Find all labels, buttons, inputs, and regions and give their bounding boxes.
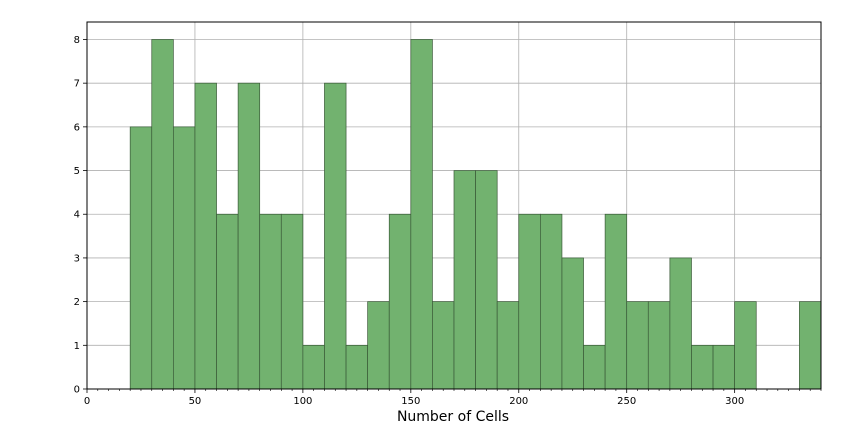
x-tick-label: 50 xyxy=(189,396,202,407)
tick-labels: 0 50 100 150 200 250 300 0 1 2 3 4 5 6 7 8 xyxy=(74,35,745,407)
histogram-bar xyxy=(626,301,649,390)
histogram-bar xyxy=(475,170,498,390)
histogram-bar xyxy=(518,213,541,390)
y-tick-label: 5 xyxy=(74,166,80,177)
histogram-bar xyxy=(647,301,671,390)
histogram-bar xyxy=(345,344,368,390)
histogram-bar xyxy=(388,213,412,390)
y-tick-label: 0 xyxy=(74,385,80,396)
histogram-bar xyxy=(496,301,520,390)
histogram-bar xyxy=(302,344,325,390)
histogram-bar xyxy=(540,213,563,390)
histogram-bar xyxy=(561,257,584,390)
histogram-bar xyxy=(604,213,628,390)
x-tick-label: 250 xyxy=(617,396,636,407)
y-tick-label: 2 xyxy=(74,297,80,308)
histogram-bar xyxy=(799,301,822,390)
y-tick-label: 3 xyxy=(74,253,80,264)
histogram-bar xyxy=(583,344,606,390)
axes xyxy=(83,21,822,393)
histogram-bar xyxy=(367,301,390,390)
histogram-bar xyxy=(410,39,433,390)
histogram-bar xyxy=(259,213,282,390)
y-tick-label: 7 xyxy=(74,79,80,90)
y-tick-label: 6 xyxy=(74,122,80,133)
histogram-bar xyxy=(173,126,196,390)
x-tick-label: 0 xyxy=(84,396,90,407)
histogram-bar xyxy=(280,213,304,390)
histogram-bar xyxy=(324,82,347,390)
y-tick-label: 1 xyxy=(74,341,80,352)
histogram-bar xyxy=(734,301,757,390)
x-tick-label: 150 xyxy=(401,396,420,407)
histogram-bars xyxy=(129,39,822,390)
y-tick-label: 8 xyxy=(74,35,80,46)
x-tick-label: 200 xyxy=(509,396,528,407)
x-axis-label: Number of Cells xyxy=(397,409,509,425)
x-tick-label: 300 xyxy=(725,396,744,407)
histogram-bar xyxy=(691,344,714,390)
histogram-bar xyxy=(669,257,692,390)
x-tick-label: 100 xyxy=(293,396,312,407)
histogram-bar xyxy=(237,82,261,390)
histogram-bar xyxy=(216,213,239,390)
y-tick-label: 4 xyxy=(74,210,80,221)
histogram-bar xyxy=(453,170,476,390)
histogram-bar xyxy=(194,82,217,390)
histogram-bar xyxy=(432,301,455,390)
histogram-bar xyxy=(712,344,735,390)
histogram-bar xyxy=(151,39,174,390)
histogram-bar xyxy=(129,126,153,390)
